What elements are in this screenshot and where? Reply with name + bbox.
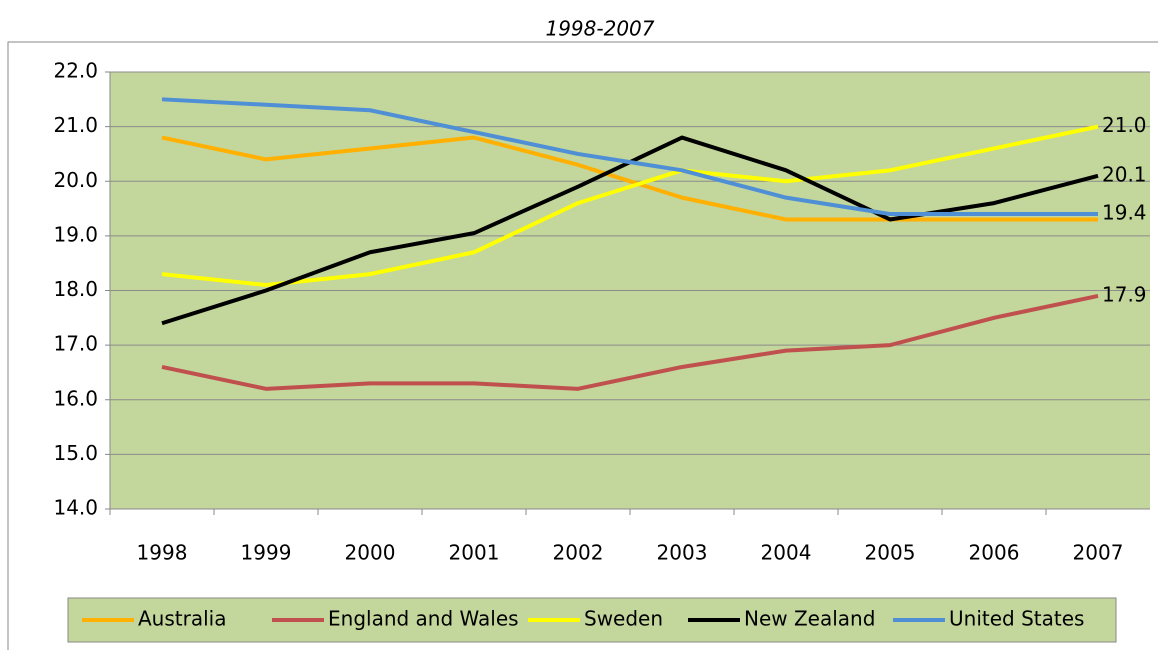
series-line — [161, 135, 1098, 222]
y-tick-label: 19.0 — [53, 222, 98, 246]
series-line — [161, 294, 1099, 391]
x-tick-label: 2000 — [345, 541, 396, 565]
x-tick-label: 2003 — [657, 541, 708, 565]
x-tick-label: 2002 — [553, 541, 604, 565]
legend-label: New Zealand — [744, 607, 875, 631]
y-tick-label: 17.0 — [53, 332, 98, 356]
data-label: 17.9 — [1102, 282, 1147, 306]
y-tick-label: 21.0 — [53, 113, 98, 137]
x-tick-label: 2007 — [1073, 541, 1124, 565]
series-line — [161, 97, 1098, 217]
data-label: 20.1 — [1102, 162, 1147, 186]
y-tick-label: 14.0 — [53, 496, 98, 520]
y-tick-label: 18.0 — [53, 277, 98, 301]
x-tick-label: 2005 — [865, 541, 916, 565]
x-tick-label: 2001 — [449, 541, 500, 565]
data-label: 19.4 — [1102, 201, 1147, 225]
legend-label: United States — [949, 607, 1084, 631]
chart-frame — [7, 41, 1158, 650]
y-tick-label: 20.0 — [53, 168, 98, 192]
series-line — [161, 124, 1099, 288]
legend-label: Australia — [138, 607, 226, 631]
x-tick-label: 1998 — [137, 541, 188, 565]
x-tick-label: 2006 — [969, 541, 1020, 565]
chart-title: 1998-2007 — [545, 17, 654, 41]
y-tick-label: 15.0 — [53, 441, 98, 465]
y-tick-label: 22.0 — [53, 59, 98, 83]
x-tick-label: 2004 — [761, 541, 812, 565]
x-tick-label: 1999 — [241, 541, 292, 565]
legend-label: Sweden — [584, 607, 663, 631]
legend-label: England and Wales — [328, 607, 519, 631]
y-tick-label: 16.0 — [53, 386, 98, 410]
data-label: 21.0 — [1102, 113, 1147, 137]
